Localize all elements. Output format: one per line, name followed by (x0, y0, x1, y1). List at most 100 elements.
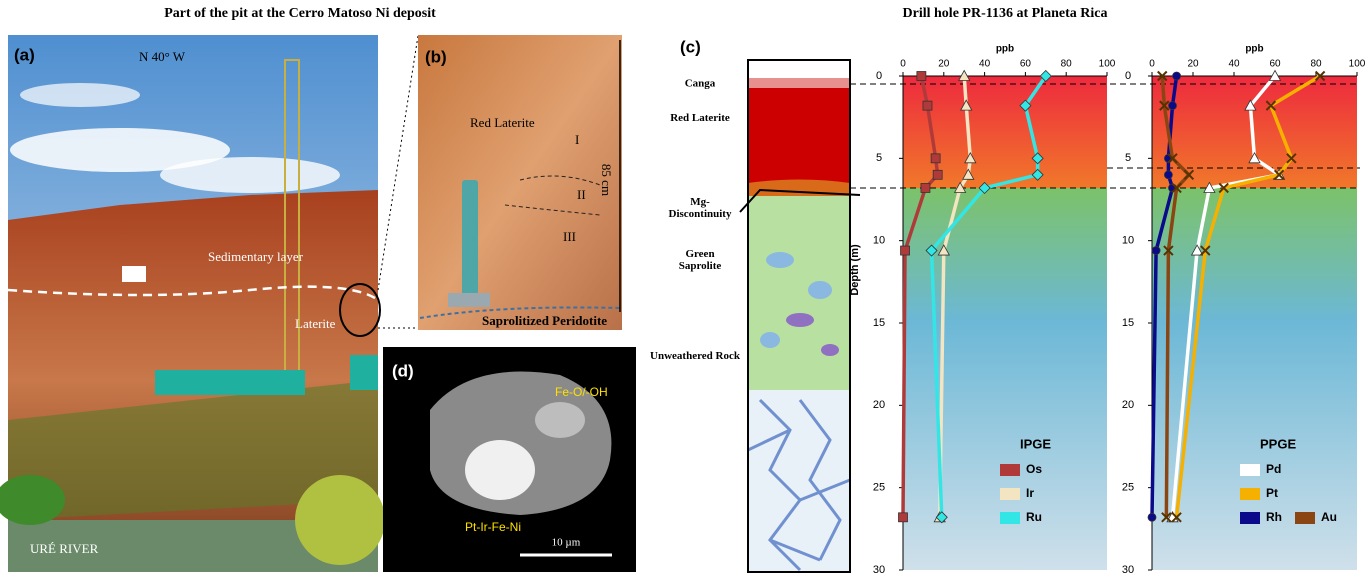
data-point (916, 71, 927, 81)
data-point (1159, 100, 1170, 111)
data-point (937, 244, 950, 256)
x-axis-label: ppb (1245, 44, 1263, 55)
data-point (1168, 101, 1177, 111)
data-point (1273, 169, 1285, 181)
x-tick-label: 60 (1269, 59, 1281, 70)
annotation: URÉ RIVER (30, 541, 99, 556)
data-point (900, 245, 910, 256)
data-point (898, 512, 908, 523)
y-tick-label: 25 (873, 482, 885, 494)
data-point (1151, 246, 1161, 255)
annotation-box: Unweathered Rock (650, 350, 740, 362)
annotation: Unweathered Rock (650, 350, 740, 362)
annotation: I (575, 132, 579, 147)
annotation: N 40° W (139, 49, 186, 64)
data-point (1171, 512, 1182, 523)
photo-d (383, 347, 636, 572)
data-point (1039, 69, 1052, 83)
y-tick-label: 25 (1122, 482, 1134, 494)
data-point (978, 181, 991, 195)
y-tick-label: 20 (1122, 399, 1134, 411)
annotation: Pt-Ir-Fe-Ni (465, 520, 521, 534)
data-point (1172, 71, 1181, 81)
annotation: Canga (685, 78, 716, 90)
y-tick-label: 15 (873, 317, 885, 329)
data-point (1248, 152, 1261, 164)
x-tick-label: 100 (1349, 59, 1366, 70)
legend-swatch (1240, 464, 1260, 476)
legend-label: Pt (1266, 486, 1278, 500)
title: Part of the pit at the Cerro Matoso Ni d… (164, 6, 436, 21)
data-point (1265, 100, 1277, 111)
data-point (1163, 245, 1174, 256)
pointer (739, 188, 861, 213)
y-tick-label: 0 (876, 70, 882, 82)
photo-a (0, 35, 385, 572)
data-point (1218, 182, 1229, 194)
annotation: III (563, 229, 576, 244)
data-point (1183, 169, 1195, 181)
x-tick-label: 0 (900, 59, 906, 70)
data-point (953, 181, 967, 193)
annotation: 85 cm (599, 164, 614, 196)
annotation: Laterite (295, 316, 336, 331)
data-point (1161, 512, 1172, 523)
legend-label: Rh (1266, 510, 1282, 524)
data-point (930, 153, 941, 164)
y-tick-label: 5 (876, 152, 882, 164)
x-tick-label: 40 (979, 59, 991, 70)
legend-swatch (1240, 512, 1260, 524)
annotation: Saprolitized Peridotite (482, 313, 607, 328)
legend-swatch (1295, 512, 1315, 524)
x-tick-label: 80 (1061, 59, 1073, 70)
x-axis-label: ppb (996, 44, 1014, 55)
plots (850, 76, 1360, 570)
data-point (1019, 99, 1032, 112)
annotation: Red Laterite (670, 112, 730, 124)
data-point (925, 244, 938, 257)
y-tick-label: 0 (1125, 70, 1131, 82)
x-tick-label: 100 (1099, 59, 1116, 70)
data-point (935, 511, 948, 524)
annotation: Red Laterite (470, 115, 535, 130)
legend-swatch (1240, 488, 1260, 500)
data-point (1244, 99, 1257, 111)
x-tick-label: 20 (1187, 59, 1199, 70)
data-point (1164, 170, 1173, 180)
data-point (1157, 70, 1168, 82)
y-tick-label: 20 (873, 399, 885, 411)
data-point (1203, 181, 1216, 193)
data-point (962, 168, 975, 180)
legend-title: PPGE (1260, 436, 1296, 451)
data-point (922, 100, 933, 111)
data-point (958, 69, 971, 81)
annotation: Mg-Discontinuity (668, 196, 732, 220)
y-tick-label: 15 (1122, 317, 1134, 329)
legend-swatch (1000, 464, 1020, 476)
legend-label: Ru (1026, 510, 1042, 524)
data-point (1167, 153, 1178, 164)
x-tick-label: 60 (1020, 59, 1032, 70)
data-point (1314, 70, 1326, 82)
panel-label: (d) (392, 361, 414, 380)
data-point (964, 152, 977, 164)
annotation-box: Red Laterite (670, 112, 730, 124)
panel-label: (b) (425, 47, 447, 66)
annotation-box: Green Saprolite (679, 248, 722, 272)
data-point (1147, 512, 1157, 522)
x-tick-label: 80 (1310, 59, 1322, 70)
data-point (1171, 182, 1182, 194)
legend-title: IPGE (1020, 436, 1051, 451)
legend-swatch (1000, 488, 1020, 500)
legend-swatch (1000, 512, 1020, 524)
annotation: Fe-O/-OH (555, 385, 608, 399)
legend-label: Au (1321, 510, 1337, 524)
legend-label: Pd (1266, 462, 1281, 476)
legend-label: Os (1026, 462, 1042, 476)
x-tick-label: 20 (938, 59, 950, 70)
panel-label: (c) (680, 37, 701, 56)
legend-label: Ir (1026, 486, 1034, 500)
data-point (1031, 168, 1044, 181)
data-point (1268, 69, 1282, 81)
